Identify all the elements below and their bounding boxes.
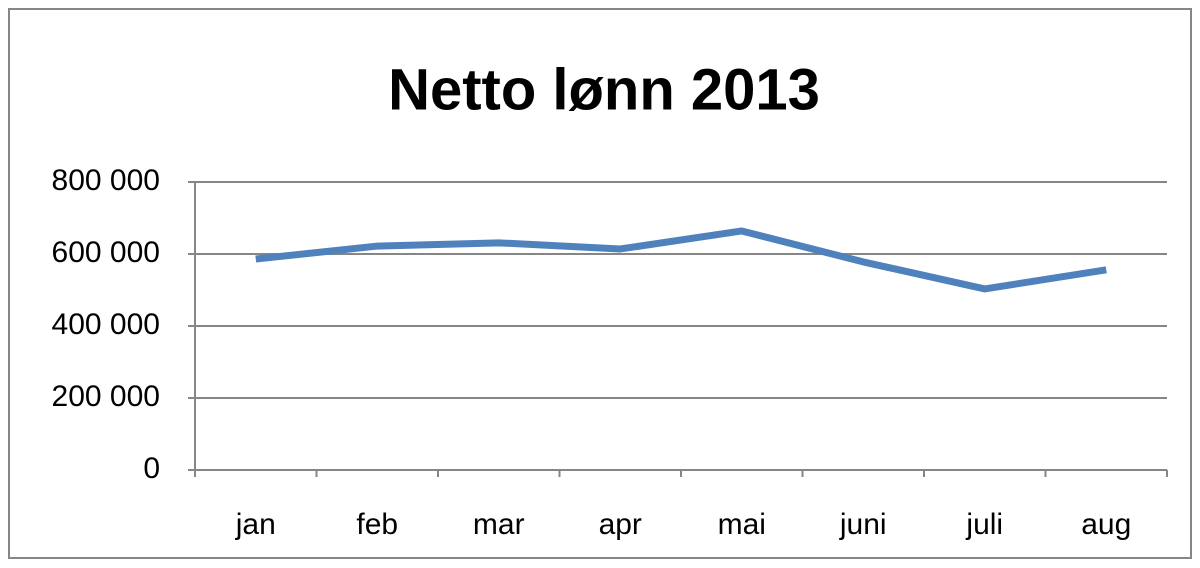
y-tick-label: 600 000 xyxy=(52,236,160,269)
y-tick-label: 0 xyxy=(143,452,160,485)
y-tick-label: 400 000 xyxy=(52,308,160,341)
chart-title: Netto lønn 2013 xyxy=(388,57,820,122)
data-line xyxy=(255,227,1107,293)
x-tick-label: feb xyxy=(356,508,398,541)
x-tick-label: juli xyxy=(965,508,1003,541)
x-tick-label: juni xyxy=(839,508,887,541)
x-tick-label: aug xyxy=(1081,508,1131,541)
x-tick-label: apr xyxy=(599,508,642,541)
x-tick-label: mar xyxy=(473,508,525,541)
x-tick-label: mai xyxy=(718,508,766,541)
y-tick-label: 200 000 xyxy=(52,380,160,413)
x-tick-label: jan xyxy=(235,508,276,541)
chart-border xyxy=(8,8,1192,559)
y-tick-label: 800 000 xyxy=(52,164,160,197)
